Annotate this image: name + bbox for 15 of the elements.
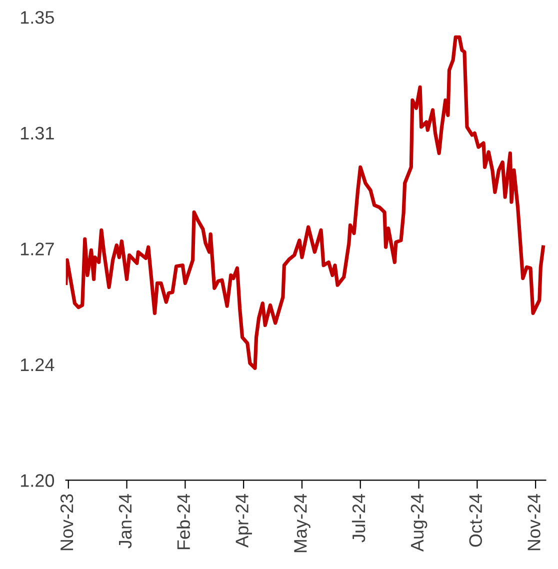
x-tick-label: Jul-24 bbox=[352, 494, 366, 542]
x-tick-label: Jan-24 bbox=[118, 494, 132, 548]
y-tick-label: 1.24 bbox=[20, 358, 54, 371]
x-tick-label: Nov-24 bbox=[528, 494, 540, 550]
y-tick-label: 1.31 bbox=[20, 126, 54, 140]
x-tick-label: Aug-24 bbox=[410, 494, 428, 552]
x-tick-label: Apr-24 bbox=[236, 494, 252, 548]
x-tick-label: Feb-24 bbox=[176, 494, 190, 550]
y-tick-label: 1.27 bbox=[20, 242, 54, 256]
x-tick-label: May-24 bbox=[294, 494, 310, 552]
x-tick-label: Nov-23 bbox=[60, 494, 74, 550]
line-series bbox=[66, 35, 545, 370]
y-tick-label: 1.35 bbox=[20, 11, 54, 24]
y-tick-label: 1.20 bbox=[20, 474, 54, 487]
x-tick-label: Oct-24 bbox=[469, 494, 482, 547]
